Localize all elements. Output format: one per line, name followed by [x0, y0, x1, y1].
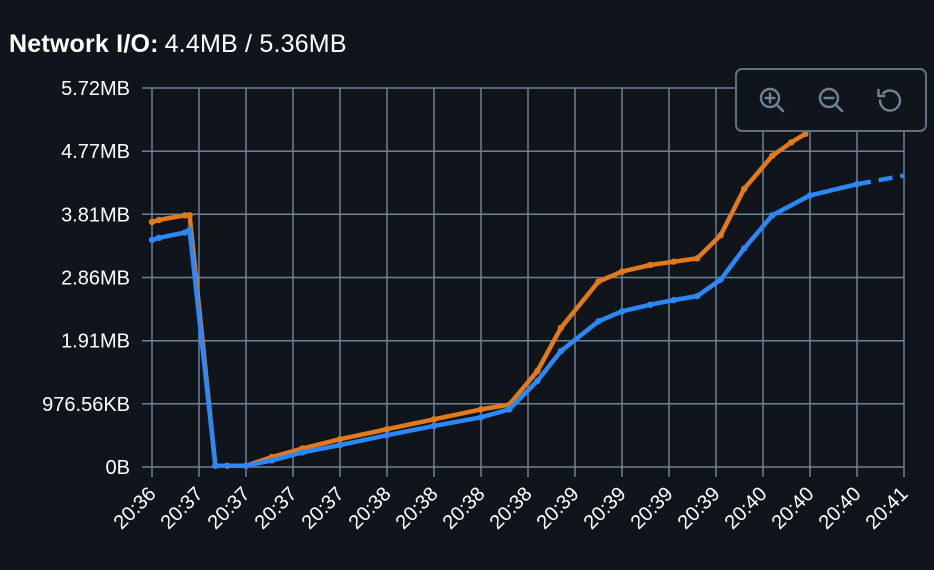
- zoom-toolbar: [735, 68, 927, 132]
- data-point-received: [769, 212, 776, 219]
- data-point-sent: [647, 261, 654, 269]
- data-point-received: [186, 226, 193, 234]
- data-point-sent: [557, 324, 565, 332]
- x-tick-label: 20:37: [251, 483, 302, 534]
- reset-zoom-icon: [876, 88, 901, 112]
- y-tick-label: 2.86MB: [61, 268, 130, 290]
- data-point-received: [242, 462, 250, 469]
- y-tick-label: 4.77MB: [61, 141, 130, 163]
- data-point-received: [717, 276, 724, 283]
- data-point-received: [155, 234, 163, 242]
- y-tick-label: 1.91MB: [61, 331, 130, 353]
- x-tick-label: 20:38: [392, 483, 443, 534]
- data-point-received: [534, 377, 541, 385]
- x-tick-label: 20:37: [157, 483, 208, 534]
- x-tick-label: 20:38: [486, 483, 537, 534]
- data-point-sent: [741, 185, 748, 193]
- y-tick-label: 3.81MB: [61, 204, 130, 226]
- data-point-sent: [788, 139, 795, 146]
- x-tick-label: 20:36: [110, 483, 161, 534]
- x-tick-label: 20:41: [862, 483, 913, 534]
- zoom-in-icon: [760, 87, 785, 113]
- data-point-received: [336, 441, 344, 449]
- y-tick-label: 5.72MB: [61, 78, 130, 100]
- data-point-sent: [618, 268, 626, 275]
- y-tick-label: 976.56KB: [42, 394, 130, 416]
- zoom-out-button[interactable]: [811, 80, 851, 120]
- data-point-received: [806, 192, 814, 199]
- x-tick-label: 20:38: [345, 483, 396, 534]
- data-point-sent: [670, 258, 677, 265]
- data-point-received: [181, 229, 189, 236]
- y-axis-ticks: 0B 976.56KB 1.91MB 2.86MB 3.81MB 4.77MB 5.72MB: [42, 78, 130, 479]
- data-point-sent: [717, 231, 724, 239]
- chart-title: Network I/O: 4.4MB / 5.36MB: [9, 30, 347, 59]
- reset-zoom-button[interactable]: [870, 80, 910, 120]
- data-point-received: [506, 406, 513, 413]
- data-point-sent: [383, 426, 391, 433]
- y-tick-label: 0B: [106, 457, 130, 479]
- data-point-received: [383, 432, 391, 439]
- x-tick-label: 20:40: [768, 483, 819, 534]
- data-point-sent: [595, 278, 602, 285]
- title-value: 4.4MB / 5.36MB: [164, 30, 347, 58]
- x-tick-label: 20:39: [627, 483, 678, 534]
- data-point-sent: [336, 435, 344, 443]
- data-point-sent: [181, 212, 189, 219]
- data-point-received: [647, 301, 654, 308]
- x-tick-label: 20:39: [580, 483, 631, 534]
- x-tick-label: 20:37: [204, 483, 255, 534]
- data-point-received: [557, 347, 565, 355]
- x-tick-label: 20:40: [815, 483, 866, 534]
- title-label: Network I/O:: [9, 30, 159, 58]
- data-point-sent: [477, 406, 485, 413]
- series-line-received-dashed: [856, 173, 905, 187]
- series-lines: [148, 130, 905, 469]
- data-point-sent: [148, 218, 156, 226]
- x-tick-label: 20:37: [298, 483, 349, 534]
- zoom-in-button[interactable]: [752, 80, 792, 120]
- data-point-sent: [769, 152, 776, 159]
- x-tick-label: 20:39: [674, 483, 725, 534]
- data-point-received: [694, 292, 701, 300]
- grid-lines: [142, 87, 905, 477]
- data-point-sent: [155, 216, 163, 224]
- data-point-received: [212, 462, 219, 469]
- data-point-received: [268, 457, 276, 464]
- series-line-received: [149, 181, 860, 468]
- x-tick-label: 20:38: [439, 483, 490, 534]
- data-point-received: [430, 422, 438, 430]
- data-point-sent: [694, 255, 701, 262]
- data-point-sent: [534, 367, 541, 375]
- zoom-out-icon: [818, 87, 844, 113]
- x-axis-ticks: 20:3620:3720:3720:3720:3720:3820:3820:38…: [110, 483, 913, 534]
- data-point-received: [670, 296, 677, 304]
- data-point-received: [299, 449, 306, 456]
- data-point-received: [618, 308, 626, 315]
- data-point-sent: [186, 212, 193, 219]
- data-point-received: [477, 414, 485, 421]
- data-point-received: [741, 245, 748, 252]
- x-tick-label: 20:40: [721, 483, 772, 534]
- data-point-received: [148, 236, 156, 244]
- data-point-received: [224, 462, 231, 469]
- data-point-received: [595, 318, 602, 325]
- data-point-sent: [430, 416, 438, 423]
- data-point-sent: [802, 130, 809, 138]
- x-tick-label: 20:39: [533, 483, 584, 534]
